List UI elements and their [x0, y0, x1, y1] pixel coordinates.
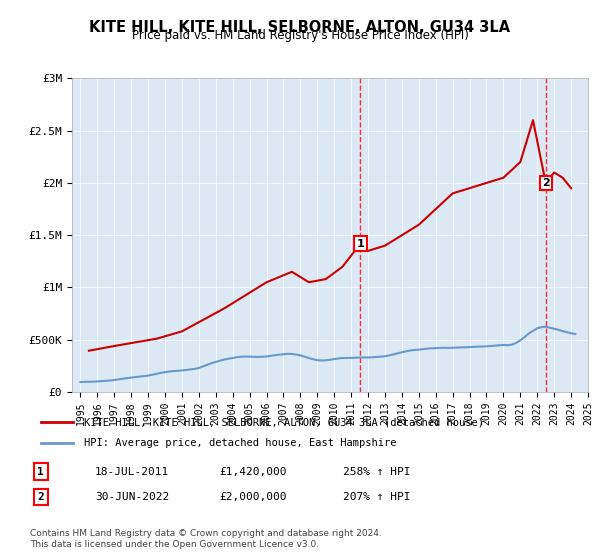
Text: £2,000,000: £2,000,000	[219, 492, 287, 502]
Text: 2: 2	[37, 492, 44, 502]
Text: 1: 1	[37, 467, 44, 477]
Text: 207% ↑ HPI: 207% ↑ HPI	[343, 492, 410, 502]
Text: 258% ↑ HPI: 258% ↑ HPI	[343, 467, 410, 477]
Text: Contains HM Land Registry data © Crown copyright and database right 2024.
This d: Contains HM Land Registry data © Crown c…	[30, 529, 382, 549]
Text: HPI: Average price, detached house, East Hampshire: HPI: Average price, detached house, East…	[84, 438, 397, 448]
Text: KITE HILL, KITE HILL, SELBORNE, ALTON, GU34 3LA (detached house): KITE HILL, KITE HILL, SELBORNE, ALTON, G…	[84, 417, 484, 427]
Text: 1: 1	[356, 239, 364, 249]
Text: 30-JUN-2022: 30-JUN-2022	[95, 492, 169, 502]
Text: Price paid vs. HM Land Registry's House Price Index (HPI): Price paid vs. HM Land Registry's House …	[131, 29, 469, 42]
Text: KITE HILL, KITE HILL, SELBORNE, ALTON, GU34 3LA: KITE HILL, KITE HILL, SELBORNE, ALTON, G…	[89, 20, 511, 35]
Text: 18-JUL-2011: 18-JUL-2011	[95, 467, 169, 477]
Text: 2: 2	[542, 178, 550, 188]
Text: £1,420,000: £1,420,000	[219, 467, 287, 477]
